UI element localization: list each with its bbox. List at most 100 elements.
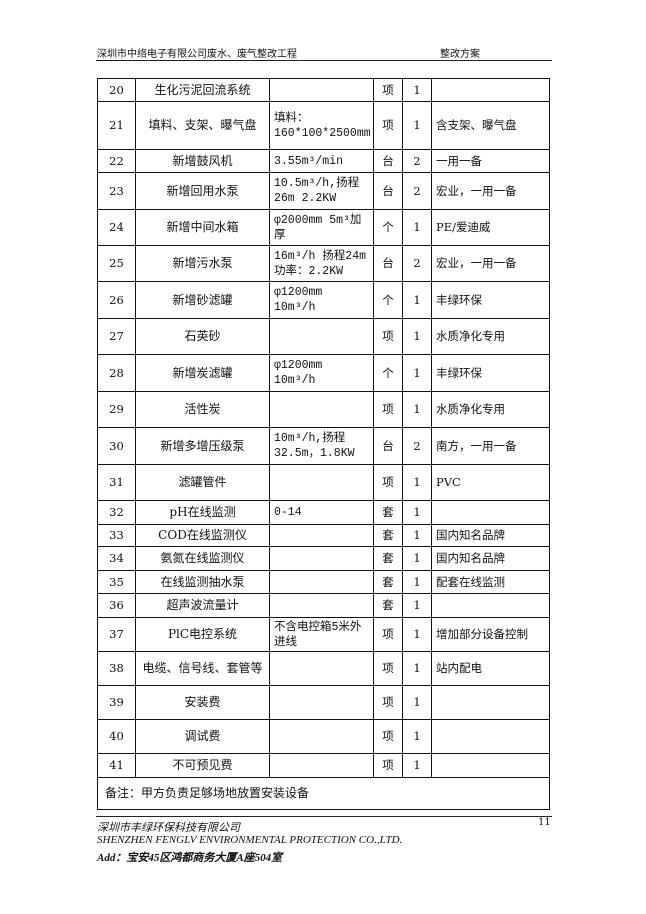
cell-qty: 1 [402, 651, 432, 686]
cell-no: 41 [97, 753, 136, 778]
cell-name: COD在线监测仪 [135, 524, 270, 547]
cell-remark: 增加部分设备控制 [431, 617, 550, 652]
cell-remark [431, 500, 550, 525]
header-title: 深圳市中络电子有限公司废水、废气整改工程 [97, 49, 297, 60]
footer-address: Add：宝安45区鸿都商务大厦A座504室 [97, 852, 283, 864]
cell-unit: 个 [373, 354, 403, 392]
cell-name: PlC电控系统 [135, 617, 270, 652]
table-row: 36 超声波流量计 套 1 [97, 593, 550, 618]
cell-no: 32 [97, 500, 136, 525]
cell-unit: 项 [373, 464, 403, 501]
cell-unit: 项 [373, 617, 403, 652]
cell-no: 38 [97, 651, 136, 686]
cell-spec: 填料：160*100*2500mm [269, 101, 374, 150]
cell-unit: 套 [373, 546, 403, 571]
table-row: 39 安装费 项 1 [97, 685, 550, 720]
cell-name: 不可预见费 [135, 753, 270, 778]
cell-no: 39 [97, 685, 136, 720]
cell-spec [269, 570, 374, 594]
table-row: 37 PlC电控系统 不含电控箱5米外进线项 1 增加部分设备控制 [97, 617, 550, 652]
cell-name: 新增回用水泵 [135, 172, 270, 210]
table-row: 34 氨氮在线监测仪 套 1 国内知名品牌 [97, 546, 550, 571]
cell-remark: 国内知名品牌 [431, 546, 550, 571]
cell-unit: 台 [373, 245, 403, 282]
cell-remark: PE/爱迪威 [431, 209, 550, 246]
table-row: 33 COD在线监测仪 套 1 国内知名品牌 [97, 524, 550, 547]
cell-qty: 1 [402, 354, 432, 392]
cell-name: 在线监测抽水泵 [135, 570, 270, 594]
cell-no: 20 [97, 78, 136, 102]
cell-no: 31 [97, 464, 136, 501]
table-row: 28 新增炭滤罐 φ1200mm 10m³/h 个 1 丰绿环保 [97, 354, 550, 392]
table-row: 32 pH在线监测 0-14 套 1 [97, 500, 550, 525]
cell-name: 电缆、信号线、套管等 [135, 651, 270, 686]
table-row: 26 新增砂滤罐 φ1200mm 10m³/h 个 1 丰绿环保 [97, 281, 550, 319]
cell-name: pH在线监测 [135, 500, 270, 525]
cell-spec [269, 464, 374, 501]
cell-name: 新增中间水箱 [135, 209, 270, 246]
table-row: 22 新增鼓风机 3.55m³/min 台 2 一用一备 [97, 149, 550, 173]
cell-unit: 项 [373, 318, 403, 355]
cell-qty: 2 [402, 427, 432, 465]
cell-qty: 1 [402, 78, 432, 102]
cell-remark: 站内配电 [431, 651, 550, 686]
cell-no: 36 [97, 593, 136, 618]
cell-unit: 套 [373, 524, 403, 547]
cell-qty: 1 [402, 719, 432, 754]
cell-remark: 丰绿环保 [431, 354, 550, 392]
cell-name: 新增污水泵 [135, 245, 270, 282]
cell-spec: φ1200mm 10m³/h [269, 354, 374, 392]
cell-qty: 1 [402, 464, 432, 501]
cell-qty: 1 [402, 101, 432, 150]
cell-no: 37 [97, 617, 136, 652]
cell-remark: 一用一备 [431, 149, 550, 173]
cell-name: 填料、支架、曝气盘 [135, 101, 270, 150]
cell-spec: 0-14 [269, 500, 374, 525]
cell-qty: 1 [402, 593, 432, 618]
table-row: 35 在线监测抽水泵 套 1 配套在线监测 [97, 570, 550, 594]
cell-unit: 套 [373, 500, 403, 525]
cell-name: 活性炭 [135, 391, 270, 428]
cell-name: 滤罐管件 [135, 464, 270, 501]
table-row: 27 石英砂 项 1 水质净化专用 [97, 318, 550, 355]
cell-no: 22 [97, 149, 136, 173]
cell-qty: 1 [402, 685, 432, 720]
table-row: 29 活性炭 项 1 水质净化专用 [97, 391, 550, 428]
footer-company-en: SHENZHEN FENGLV ENVIRONMENTAL PROTECTION… [97, 834, 403, 846]
cell-no: 30 [97, 427, 136, 465]
cell-spec [269, 593, 374, 618]
equipment-table: 20 生化污泥回流系统项 1 21 填料、支架、曝气盘 填料：160*100*2500mm… [97, 78, 550, 810]
cell-spec: φ2000mm 5m³加厚 [269, 209, 374, 246]
cell-unit: 项 [373, 685, 403, 720]
table-row: 41 不可预见费 项 1 [97, 753, 550, 778]
cell-unit: 台 [373, 427, 403, 465]
cell-unit: 项 [373, 101, 403, 150]
table-row: 23 新增回用水泵 10.5m³/h,扬程26m 2.2KW 台 2 宏业，一用一备 [97, 172, 550, 210]
cell-remark: 宏业，一用一备 [431, 245, 550, 282]
table-row: 40 调试费 项 1 [97, 719, 550, 754]
table-row: 20 生化污泥回流系统 项 1 [97, 78, 550, 102]
cell-qty: 2 [402, 245, 432, 282]
footer-divider [96, 816, 552, 817]
cell-name: 氨氮在线监测仪 [135, 546, 270, 571]
table-row: 25 新增污水泵 16m³/h 扬程24m功率：2.2KW 台 2 宏业，一用一备 [97, 245, 550, 282]
cell-unit: 项 [373, 78, 403, 102]
cell-spec [269, 719, 374, 754]
cell-remark: 水质净化专用 [431, 318, 550, 355]
cell-unit: 项 [373, 719, 403, 754]
cell-qty: 1 [402, 570, 432, 594]
cell-qty: 1 [402, 546, 432, 571]
cell-no: 40 [97, 719, 136, 754]
cell-qty: 1 [402, 500, 432, 525]
cell-name: 新增鼓风机 [135, 149, 270, 173]
cell-no: 27 [97, 318, 136, 355]
cell-remark [431, 719, 550, 754]
cell-name: 石英砂 [135, 318, 270, 355]
cell-unit: 个 [373, 209, 403, 246]
cell-remark: 配套在线监测 [431, 570, 550, 594]
cell-remark: PVC [431, 464, 550, 501]
cell-qty: 1 [402, 209, 432, 246]
cell-remark [431, 753, 550, 778]
cell-spec: 3.55m³/min [269, 149, 374, 173]
cell-spec [269, 391, 374, 428]
